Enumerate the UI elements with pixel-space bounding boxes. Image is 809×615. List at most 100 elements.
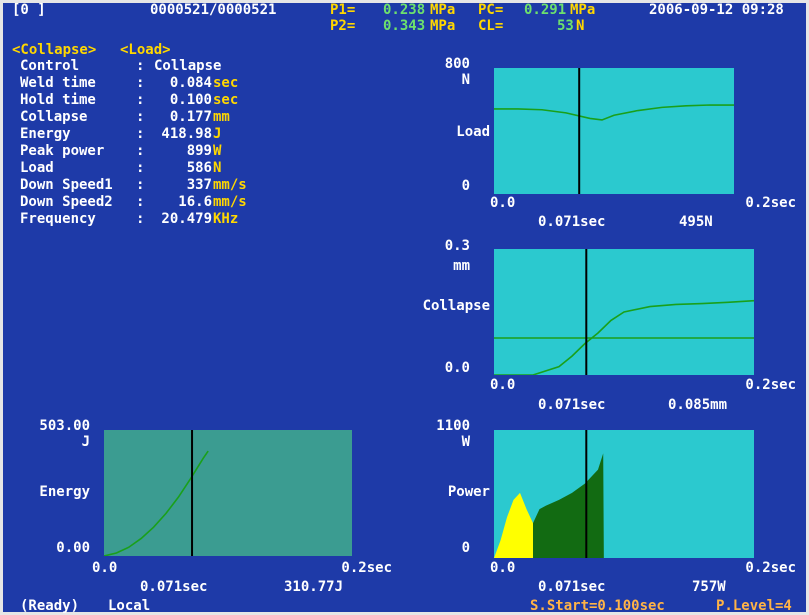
status-mode: Local	[108, 598, 151, 614]
param-value: 0.100	[169, 92, 212, 108]
pc-value: 0.291	[524, 2, 567, 18]
load-ylabel: Load	[456, 124, 490, 140]
power-ylabel: Power	[447, 484, 490, 500]
load-ymin: 0	[461, 178, 470, 194]
p2-unit: MPa	[430, 18, 456, 34]
param-value: 0.084	[169, 75, 212, 91]
energy-ymax: 503.00	[39, 418, 90, 434]
power-chart	[494, 430, 754, 558]
param-unit: mm	[213, 109, 230, 125]
load-xmax: 0.2sec	[745, 195, 796, 211]
energy-chart	[104, 430, 352, 556]
power-xmax: 0.2sec	[745, 560, 796, 576]
power-yunit: W	[461, 434, 470, 450]
load-yunit: N	[461, 72, 470, 88]
collapse-chart	[494, 249, 754, 375]
collapse-xmax: 0.2sec	[745, 377, 796, 393]
collapse-xmin: 0.0	[490, 377, 516, 393]
param-unit: KHz	[213, 211, 239, 227]
param-value: 20.479	[161, 211, 212, 227]
status-ready: (Ready)	[20, 598, 80, 614]
series-line	[104, 450, 209, 556]
param-unit: mm/s	[213, 194, 247, 210]
power-xmin: 0.0	[490, 560, 516, 576]
power-area	[533, 453, 604, 558]
p1-label: P1=	[330, 2, 356, 18]
pc-label: PC=	[478, 2, 504, 18]
cycle-counter: 0000521/0000521	[150, 2, 277, 18]
collapse-yunit: mm	[453, 258, 470, 274]
param-label: Down Speed1	[20, 177, 113, 193]
series-line	[494, 299, 754, 375]
energy-ylabel: Energy	[39, 484, 90, 500]
series-line	[494, 104, 734, 121]
param-separator: :	[136, 126, 145, 142]
param-label: Peak power	[20, 143, 105, 159]
energy-xmin: 0.0	[92, 560, 118, 576]
param-value: 586	[186, 160, 212, 176]
param-value: 418.98	[161, 126, 212, 142]
param-unit: W	[213, 143, 222, 159]
param-label: Collapse	[20, 109, 88, 125]
param-label: Frequency	[20, 211, 96, 227]
param-separator: :	[136, 75, 145, 91]
load-cursor-value: 495N	[679, 214, 713, 230]
power-cursor-value: 757W	[692, 579, 726, 595]
param-label: Load	[20, 160, 54, 176]
channel-indicator: [0 ]	[12, 2, 46, 18]
p1-unit: MPa	[430, 2, 456, 18]
datetime: 2006-09-12 09:28	[649, 2, 784, 18]
param-label: Control	[20, 58, 80, 74]
p2-value: 0.343	[383, 18, 426, 34]
energy-cursor-value: 310.77J	[284, 579, 344, 595]
energy-xmax: 0.2sec	[341, 560, 392, 576]
mode-tag-load: <Load>	[120, 42, 171, 58]
param-value: 16.6	[178, 194, 212, 210]
load-xmin: 0.0	[490, 195, 516, 211]
energy-ymin: 0.00	[56, 540, 90, 556]
param-separator: :	[136, 194, 145, 210]
param-separator: :	[136, 143, 145, 159]
param-value: Collapse	[154, 58, 222, 74]
param-label: Down Speed2	[20, 194, 113, 210]
load-cursor-time: 0.071sec	[538, 214, 606, 230]
energy-yunit: J	[81, 434, 90, 450]
param-unit: N	[213, 160, 222, 176]
collapse-cursor-time: 0.071sec	[538, 397, 606, 413]
cl-value: 53	[557, 18, 574, 34]
p2-label: P2=	[330, 18, 356, 34]
load-ymax: 800	[444, 56, 470, 72]
param-value: 337	[186, 177, 212, 193]
collapse-ymax: 0.3	[444, 238, 470, 254]
collapse-cursor-value: 0.085mm	[668, 397, 728, 413]
param-value: 0.177	[169, 109, 212, 125]
param-separator: :	[136, 211, 145, 227]
param-separator: :	[136, 160, 145, 176]
collapse-ymin: 0.0	[444, 360, 470, 376]
param-label: Hold time	[20, 92, 96, 108]
p1-value: 0.238	[383, 2, 426, 18]
param-separator: :	[136, 58, 145, 74]
pc-unit: MPa	[570, 2, 596, 18]
collapse-ylabel: Collapse	[422, 298, 490, 314]
param-separator: :	[136, 177, 145, 193]
power-level-setting: P.Level=4	[716, 598, 792, 614]
param-label: Energy	[20, 126, 71, 142]
start-setting: S.Start=0.100sec	[530, 598, 665, 614]
power-cursor-time: 0.071sec	[538, 579, 606, 595]
load-chart	[494, 68, 734, 194]
param-separator: :	[136, 92, 145, 108]
param-label: Weld time	[20, 75, 96, 91]
energy-cursor-time: 0.071sec	[140, 579, 208, 595]
cl-label: CL=	[478, 18, 504, 34]
param-value: 899	[186, 143, 212, 159]
param-unit: sec	[213, 75, 239, 91]
mode-tag-collapse: <Collapse>	[12, 42, 97, 58]
param-unit: sec	[213, 92, 239, 108]
param-unit: mm/s	[213, 177, 247, 193]
param-separator: :	[136, 109, 145, 125]
power-ymin: 0	[461, 540, 470, 556]
power-ymax: 1100	[436, 418, 470, 434]
power-startup-area	[494, 492, 533, 558]
